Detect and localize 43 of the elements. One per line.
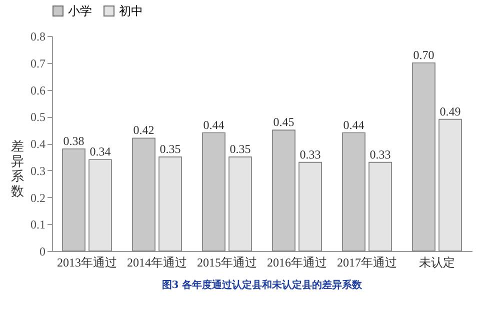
bar xyxy=(342,132,366,252)
legend-label: 小学 xyxy=(68,4,92,18)
bar xyxy=(62,148,86,252)
y-axis-title: 差异系数 xyxy=(11,140,24,200)
caption: 图3 各年度通过认定县和未认定县的差异系数 xyxy=(162,279,364,291)
y-tick-label: 0.1 xyxy=(30,218,46,232)
bar xyxy=(298,162,322,252)
data-label: 0.38 xyxy=(63,134,84,148)
bar xyxy=(272,130,296,252)
data-label: 0.35 xyxy=(230,142,251,156)
x-tick-label: 2015年通过 xyxy=(197,256,257,270)
bar xyxy=(202,132,226,252)
y-tick-label: 0.7 xyxy=(30,56,46,70)
legend-label: 初中 xyxy=(119,4,143,18)
bar xyxy=(412,62,436,252)
data-label: 0.44 xyxy=(203,118,224,132)
bar xyxy=(132,138,156,252)
bar xyxy=(438,118,462,252)
x-tick-label: 2014年通过 xyxy=(127,256,187,270)
data-label: 0.70 xyxy=(413,48,434,62)
y-tick-label: 0.4 xyxy=(30,137,46,151)
x-tick-label: 2016年通过 xyxy=(267,256,327,270)
y-tick-label: 0.3 xyxy=(30,164,46,178)
bar xyxy=(228,156,252,252)
bar xyxy=(368,162,392,252)
data-label: 0.44 xyxy=(343,118,364,132)
x-tick-label: 2017年通过 xyxy=(337,256,397,270)
data-label: 0.33 xyxy=(300,147,321,162)
bar xyxy=(88,159,112,252)
bar xyxy=(158,156,182,252)
data-label: 0.33 xyxy=(370,147,391,162)
data-label: 0.49 xyxy=(440,104,461,118)
data-label: 0.45 xyxy=(273,115,294,130)
data-label: 0.34 xyxy=(90,144,111,159)
y-tick-label: 0.5 xyxy=(30,110,46,124)
y-tick-label: 0.8 xyxy=(30,30,46,44)
y-tick-label: 0.6 xyxy=(30,83,46,98)
x-tick-label: 未认定 xyxy=(419,256,455,270)
data-label: 0.35 xyxy=(160,142,181,156)
data-label: 0.42 xyxy=(133,123,154,138)
y-tick-label: 0.2 xyxy=(30,190,46,205)
y-tick-label: 0 xyxy=(40,244,46,258)
x-tick-label: 2013年通过 xyxy=(57,256,117,270)
